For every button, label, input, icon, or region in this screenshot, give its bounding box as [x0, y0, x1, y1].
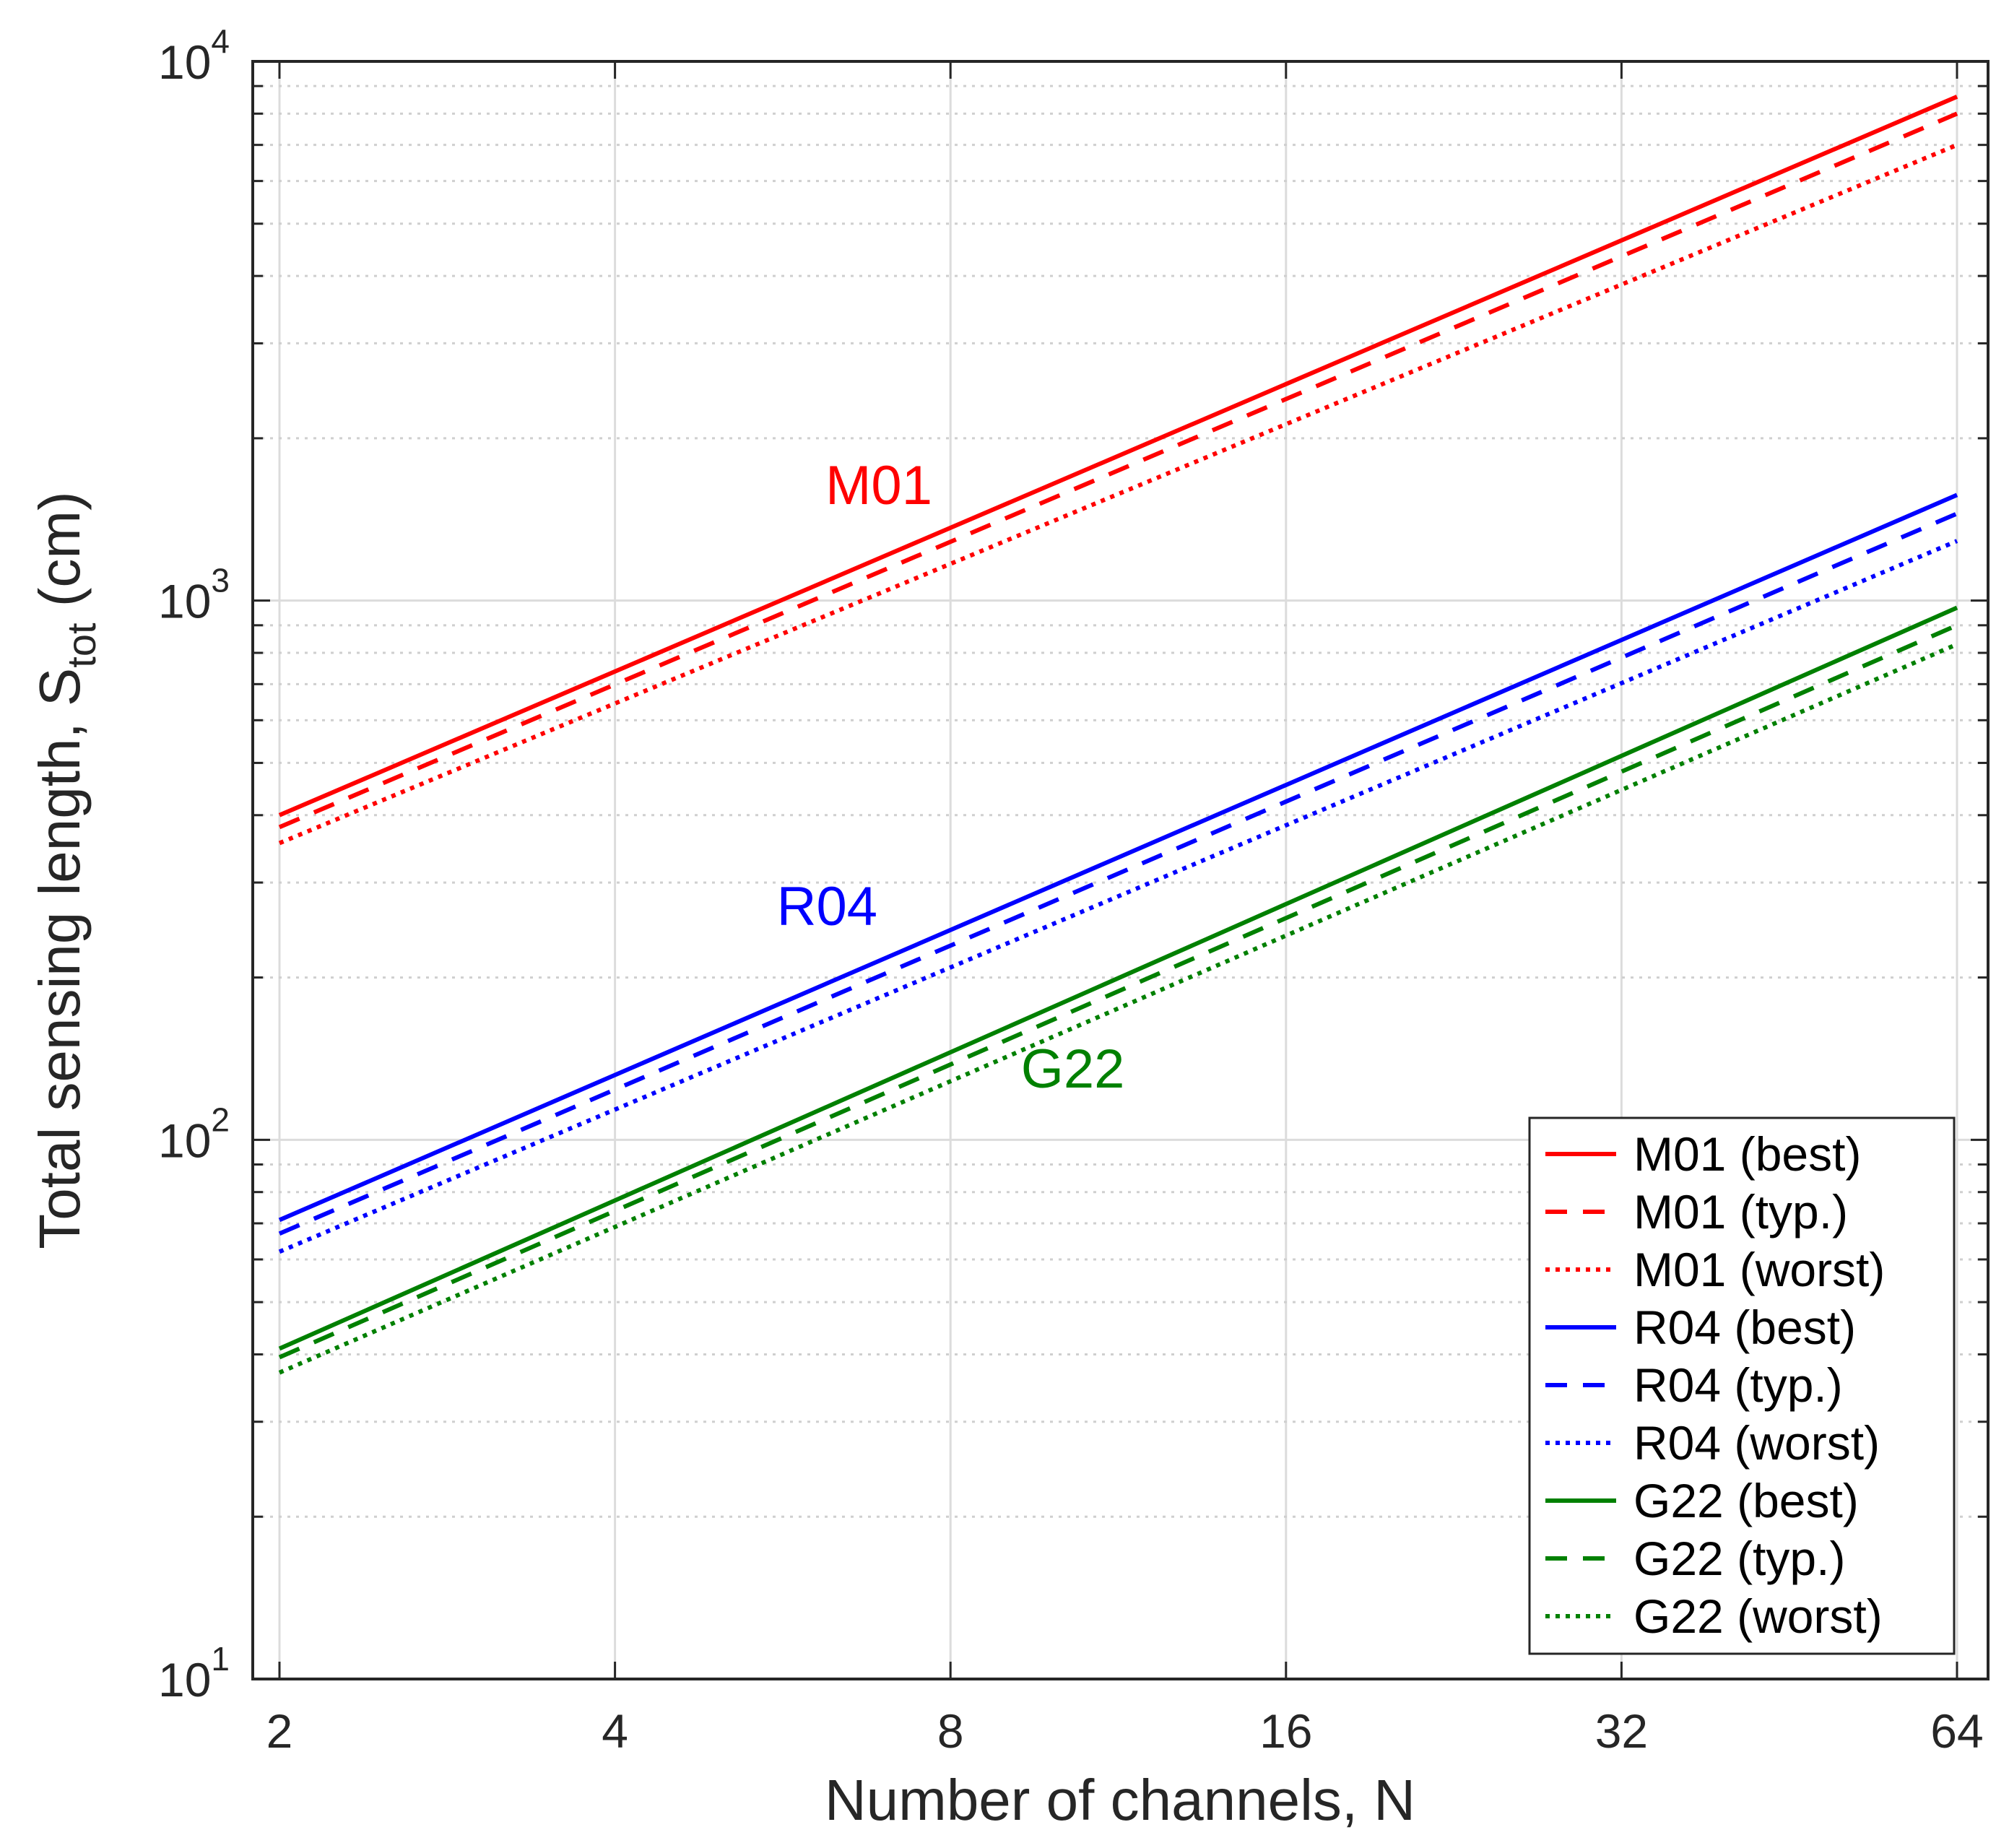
legend-label-m01-worst: M01 (worst) [1633, 1243, 1885, 1296]
legend-label-m01-typ: M01 (typ.) [1633, 1185, 1848, 1238]
series-line-r04-best [278, 493, 1958, 1223]
legend-label-g22-typ: G22 (typ.) [1633, 1532, 1845, 1585]
grid-lines [253, 60, 1988, 1680]
y-tick-exponent: 4 [211, 22, 230, 60]
series-line-g22-typ [278, 623, 1958, 1360]
legend-label-r04-best: R04 (best) [1633, 1301, 1856, 1354]
legend: M01 (best)M01 (typ.)M01 (worst)R04 (best… [1528, 1116, 1956, 1655]
annotation-g22: G22 [1021, 1038, 1125, 1100]
x-tick-label: 2 [266, 1704, 293, 1758]
series-line-g22-best [278, 605, 1958, 1351]
y-axis-title-main: Total sensing length, S [27, 668, 92, 1249]
series-line-r04-worst [278, 539, 1958, 1254]
legend-label-r04-worst: R04 (worst) [1633, 1416, 1880, 1470]
series-line-m01-best [278, 95, 1958, 817]
y-axis-title: Total sensing length, Stot (cm) [27, 491, 104, 1249]
y-tick-label: 103 [158, 562, 230, 628]
y-tick-exponent: 2 [211, 1101, 230, 1138]
series-line-r04-typ [278, 511, 1958, 1236]
x-tick-label: 4 [602, 1704, 628, 1758]
y-axis-title-subscript: tot [58, 622, 104, 668]
axes-box [251, 60, 1990, 1680]
x-tick-label: 64 [1930, 1704, 1983, 1758]
y-axis-title-unit: (cm) [27, 491, 92, 622]
series-line-g22-worst [278, 642, 1958, 1375]
y-tick-base: 10 [158, 575, 211, 628]
legend-label-m01-best: M01 (best) [1633, 1127, 1861, 1181]
legend-label-g22-best: G22 (best) [1633, 1474, 1859, 1527]
annotation-m01: M01 [825, 455, 932, 516]
series-lines [278, 95, 1958, 1375]
legend-items: M01 (best)M01 (typ.)M01 (worst)R04 (best… [1545, 1127, 1885, 1643]
y-tick-exponent: 3 [211, 562, 230, 599]
legend-label-r04-typ: R04 (typ.) [1633, 1358, 1843, 1412]
y-tick-exponent: 1 [211, 1640, 230, 1678]
curve-annotations: M01 R04 G22 [777, 455, 1125, 1100]
y-tick-label: 104 [158, 22, 230, 89]
legend-label-g22-worst: G22 (worst) [1633, 1589, 1883, 1643]
y-tick-label: 101 [158, 1640, 230, 1706]
y-tick-label: 102 [158, 1101, 230, 1167]
x-tick-labels: 2 4 8 16 32 64 [266, 1704, 1984, 1758]
series-line-m01-typ [278, 111, 1958, 830]
y-tick-base: 10 [158, 1114, 211, 1167]
x-tick-label: 16 [1259, 1704, 1312, 1758]
x-axis-title: Number of channels, N [825, 1768, 1415, 1832]
y-tick-base: 10 [158, 35, 211, 89]
x-tick-label: 32 [1595, 1704, 1648, 1758]
annotation-r04: R04 [777, 876, 877, 937]
axis-ticks [253, 60, 1988, 1680]
y-tick-base: 10 [158, 1653, 211, 1706]
x-tick-label: 8 [937, 1704, 964, 1758]
